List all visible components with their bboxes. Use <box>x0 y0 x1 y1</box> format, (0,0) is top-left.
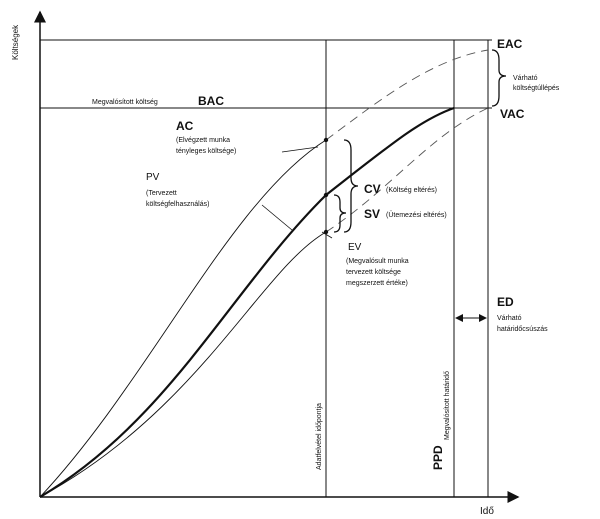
cv-brace <box>343 139 359 233</box>
vac-desc-line2: költségtúllépés <box>513 85 560 92</box>
ev-forecast-curve <box>325 107 489 233</box>
ed-code: ED <box>497 295 514 309</box>
ac-line2: tényleges költsége) <box>176 148 236 155</box>
ac-code: AC <box>176 119 194 133</box>
pv-code: PV <box>146 172 160 183</box>
ac-leader <box>281 146 319 153</box>
ed-line1: Várható <box>497 315 522 322</box>
ev-code: EV <box>348 242 362 253</box>
ed-line2: határidőcsúszás <box>497 326 548 333</box>
ev-line2: tervezett költsége <box>346 269 401 276</box>
ac-forecast-curve <box>325 49 489 141</box>
eac-code: EAC <box>497 37 523 51</box>
report-date-label: Adatfelvétel időpontja <box>316 403 323 470</box>
pv-line1: (Tervezett <box>146 190 177 197</box>
ev-point <box>323 229 329 235</box>
bac-prefix: Megvalósított költség <box>92 99 158 106</box>
x-axis-label: Idő <box>480 506 494 517</box>
cv-code: CV <box>364 182 381 196</box>
sv-desc: (Ütemezési eltérés) <box>386 211 447 219</box>
ev-leader <box>321 231 333 239</box>
ppd-code: PPD <box>431 445 445 470</box>
pv-point <box>323 192 329 198</box>
vac-desc-line1: Várható <box>513 75 538 82</box>
ev-curve <box>39 231 327 498</box>
sv-brace <box>333 194 347 233</box>
pv-line2: költségfelhasználás) <box>146 201 209 208</box>
sv-code: SV <box>364 207 380 221</box>
cv-desc: (Költség eltérés) <box>386 187 437 194</box>
ac-line1: (Elvégzett munka <box>176 137 230 144</box>
vac-brace <box>491 49 507 107</box>
ev-line1: (Megvalósult munka <box>346 258 409 265</box>
ev-line3: megszerzett értéke) <box>346 280 408 287</box>
y-axis-label: Költségek <box>11 24 20 60</box>
ac-curve <box>39 139 327 498</box>
pv-leader <box>261 204 293 231</box>
pv-curve <box>39 106 455 498</box>
bac-code: BAC <box>198 94 224 108</box>
ppd-desc: Megvalósított határidő <box>444 371 451 440</box>
ac-point <box>323 137 329 143</box>
vac-code: VAC <box>500 107 525 121</box>
